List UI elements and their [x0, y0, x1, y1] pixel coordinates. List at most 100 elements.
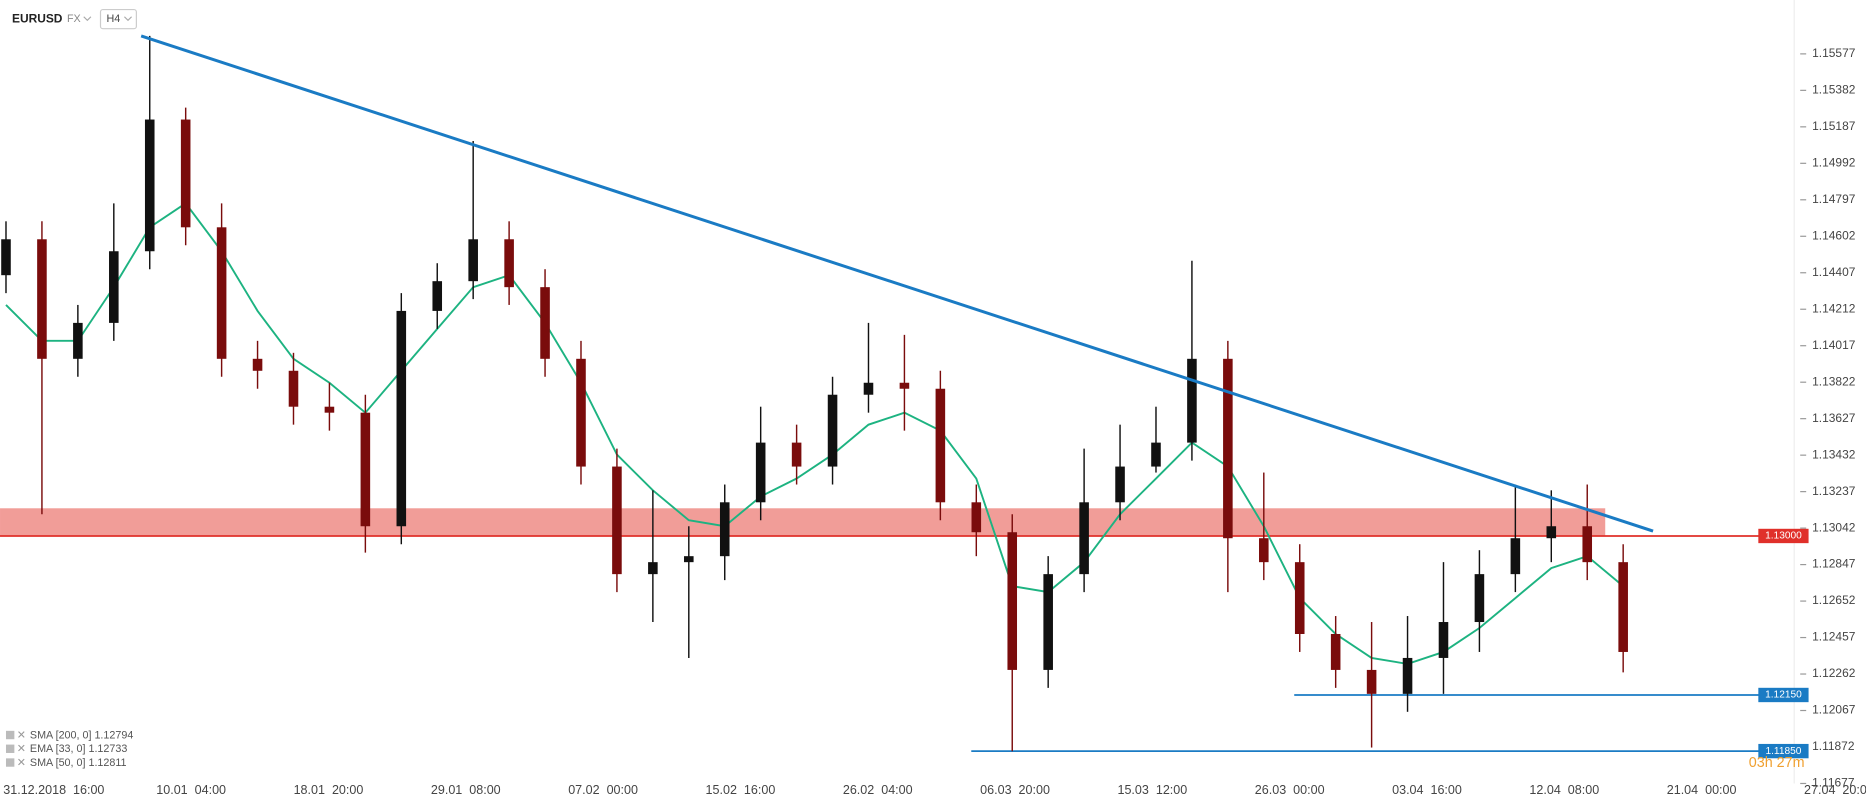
- candle-body: [252, 358, 263, 371]
- candle-body: [971, 502, 982, 533]
- candle-body: [1330, 633, 1341, 670]
- candle-body: [863, 382, 874, 395]
- indicator-label: SMA [50, 0] 1.12811: [30, 757, 127, 769]
- candle-body: [1510, 538, 1521, 575]
- y-tick-label: 1.14407: [1812, 265, 1856, 279]
- candle-body: [1223, 358, 1233, 539]
- y-tick-label: 1.15382: [1812, 83, 1856, 97]
- y-tick-label: 1.12847: [1812, 557, 1856, 571]
- candle-body: [827, 394, 838, 467]
- x-tick-label: 26.03 00:00: [1255, 783, 1325, 797]
- interval-box[interactable]: [99, 8, 137, 30]
- candle-body: [504, 239, 514, 288]
- candle-body: [1007, 532, 1018, 670]
- market[interactable]: FX: [67, 13, 81, 25]
- indicator-close: ✕: [17, 729, 26, 741]
- x-tick-label: 31.12.2018 16:00: [3, 783, 104, 797]
- level-label: 1.12150: [1765, 690, 1802, 701]
- candle-body: [180, 119, 191, 228]
- candle-body: [1366, 669, 1377, 694]
- resistance-zone: [0, 508, 1606, 536]
- level-tag: [1758, 687, 1809, 703]
- x-tick-label: 29.01 08:00: [431, 783, 501, 797]
- candle-body: [684, 556, 694, 563]
- candle-body: [216, 227, 227, 359]
- x-tick-label: 03.04 16:00: [1392, 783, 1462, 797]
- candle-body: [935, 388, 946, 503]
- candle-body: [1582, 526, 1593, 563]
- x-tick-label: 18.01 20:00: [294, 783, 364, 797]
- symbol[interactable]: EURUSD: [12, 11, 63, 25]
- level-tag: [1758, 528, 1809, 544]
- candle-body: [1618, 562, 1628, 652]
- candle-body: [791, 442, 802, 467]
- y-tick-label: 1.14602: [1812, 228, 1856, 242]
- y-tick-label: 1.12457: [1812, 630, 1856, 644]
- candle-body: [719, 502, 730, 557]
- indicator-label: SMA [200, 0] 1.12794: [30, 729, 133, 741]
- interval[interactable]: H4: [106, 13, 120, 25]
- candle-body: [432, 281, 443, 311]
- candle-body: [324, 406, 335, 413]
- candle-body: [576, 358, 586, 467]
- candle-body: [899, 382, 910, 389]
- y-tick-label: 1.15577: [1812, 46, 1856, 60]
- y-tick-label: 1.13627: [1812, 411, 1856, 425]
- candle-body: [612, 466, 622, 575]
- y-tick-label: 1.12652: [1812, 593, 1856, 607]
- candle-body: [73, 322, 83, 359]
- candle-body: [1259, 538, 1269, 563]
- y-tick-label: 1.14992: [1812, 155, 1856, 169]
- moving-average: [5, 202, 1624, 665]
- candle-body: [1115, 466, 1125, 503]
- indicator-close: ✕: [17, 743, 26, 755]
- candle-body: [109, 251, 119, 323]
- x-tick-label: 15.02 16:00: [706, 783, 776, 797]
- candle-body: [1402, 657, 1413, 694]
- x-tick-label: 21.04 00:00: [1667, 783, 1737, 797]
- candle-body: [540, 287, 550, 359]
- dropdown-arrow: [83, 16, 92, 22]
- candle-body: [1187, 358, 1197, 443]
- candle-body: [468, 239, 478, 282]
- y-tick-label: 1.14017: [1812, 338, 1856, 352]
- candle-body: [144, 119, 155, 252]
- candle-body: [1438, 622, 1449, 658]
- y-tick-label: 1.13237: [1812, 484, 1856, 498]
- x-tick-label: 12.04 08:00: [1529, 783, 1599, 797]
- candle-body: [1043, 574, 1053, 670]
- y-tick-label: 1.12262: [1812, 666, 1856, 680]
- indicator-icon: [5, 758, 15, 767]
- candle-body: [648, 562, 658, 575]
- y-tick-label: 1.13432: [1812, 447, 1856, 461]
- candle-body: [37, 239, 47, 359]
- candle-body: [288, 370, 299, 407]
- candle-body: [1294, 562, 1305, 634]
- candle-body: [1474, 574, 1485, 623]
- candle-body: [1546, 526, 1557, 539]
- candle-body: [1151, 442, 1161, 467]
- candle-body: [360, 412, 371, 527]
- y-tick-label: 1.11872: [1812, 739, 1855, 753]
- y-tick-label: 1.13042: [1812, 520, 1856, 534]
- x-tick-label: 10.01 04:00: [156, 783, 226, 797]
- x-tick-label: 26.02 04:00: [843, 783, 913, 797]
- dropdown-arrow: [123, 16, 133, 22]
- indicator-label: EMA [33, 0] 1.12733: [30, 743, 127, 755]
- y-tick-label: 1.14212: [1812, 301, 1856, 315]
- candle-body: [1, 239, 11, 276]
- y-tick-label: 1.13822: [1812, 374, 1856, 388]
- x-tick-label: 07.02 00:00: [568, 783, 638, 797]
- y-tick-label: 1.15187: [1812, 119, 1856, 133]
- y-tick-label: 1.12067: [1812, 703, 1856, 717]
- level-tag: [1758, 743, 1809, 759]
- y-tick-label: 1.14797: [1812, 192, 1856, 206]
- candle-body: [396, 310, 407, 527]
- x-tick-label: 27.04 20:00: [1804, 783, 1866, 797]
- x-tick-label: 06.03 20:00: [980, 783, 1050, 797]
- indicator-icon: [5, 744, 15, 753]
- countdown: 03h 27m: [1749, 755, 1805, 771]
- level-label: 1.13000: [1765, 531, 1802, 542]
